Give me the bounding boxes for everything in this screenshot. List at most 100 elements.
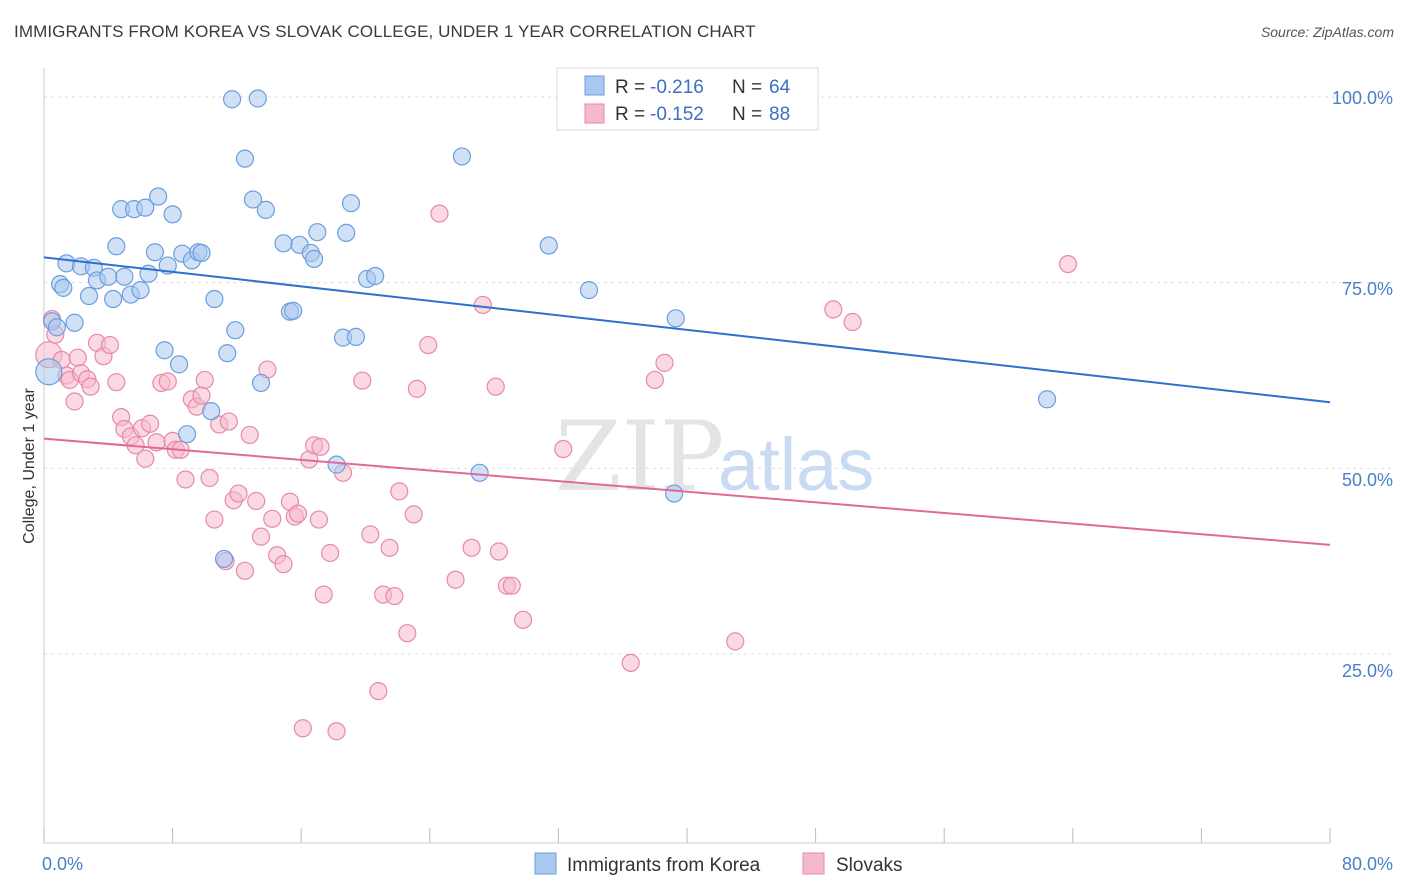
korea-point-12 [107, 237, 126, 256]
korea-point-33 [214, 549, 234, 569]
slovak-point-54 [309, 510, 328, 529]
slovak-point-74 [486, 377, 505, 396]
korea-point-63 [47, 318, 66, 337]
korea-trend-line [43, 256, 1331, 404]
korea-point-10 [99, 267, 118, 286]
chart-title: IMMIGRANTS FROM KOREA VS SLOVAK COLLEGE,… [14, 22, 756, 41]
slovak-point-28 [176, 470, 195, 489]
slovak-point-33 [200, 468, 219, 488]
korea-point-41 [256, 200, 275, 219]
legend-swatch-slovak [802, 852, 825, 875]
y-axis-label: College, Under 1 year [21, 388, 38, 544]
slovak-point-70 [430, 204, 449, 223]
slovak-point-67 [404, 505, 423, 524]
axes [43, 68, 1331, 844]
slovak-point-45 [263, 509, 282, 528]
slovak-point-20 [136, 449, 155, 468]
slovak-point-21 [140, 414, 160, 433]
slovak-point-42 [247, 491, 266, 511]
stats-legend-swatch-korea [584, 75, 605, 96]
slovak-point-39 [229, 484, 248, 503]
korea-point-25 [169, 355, 189, 374]
korea-point-0 [35, 358, 63, 386]
korea-point-42 [274, 234, 293, 253]
stats-n-value-slovak: 88 [769, 104, 790, 125]
y-tick-75: 75.0% [1342, 279, 1393, 299]
korea-point-5 [65, 313, 84, 332]
korea-point-35 [222, 90, 242, 109]
slovak-point-55 [314, 585, 333, 604]
korea-point-57 [470, 463, 489, 482]
stats-legend: R = -0.216 N = 64 R = -0.152 N = 88 [556, 67, 819, 131]
korea-point-27 [177, 425, 197, 444]
korea-point-36 [226, 321, 245, 340]
x-tick-max: 80.0% [1342, 854, 1393, 874]
slovak-point-85 [843, 312, 862, 332]
slovak-point-37 [219, 412, 238, 431]
slovak-point-14 [107, 373, 126, 392]
slovak-point-40 [235, 561, 255, 580]
slovak-point-66 [398, 624, 417, 643]
slovak-point-87 [311, 437, 330, 456]
slovak-point-78 [513, 610, 533, 629]
trend-lines [43, 256, 1331, 546]
source-note: Source: ZipAtlas.com [1260, 24, 1394, 40]
y-tick-100: 100.0% [1332, 88, 1393, 108]
korea-point-23 [158, 256, 177, 275]
korea-point-56 [452, 147, 472, 166]
slovak-point-79 [554, 439, 573, 459]
watermark-zip: ZIP [555, 401, 724, 513]
watermark-atlas: atlas [718, 423, 874, 506]
slovak-point-13 [100, 335, 120, 355]
stats-n-label-slovak: N = [732, 104, 762, 125]
slovak-point-69 [419, 335, 438, 355]
slovak-point-24 [158, 372, 177, 391]
legend-label-slovak: Slovaks [836, 855, 903, 876]
legend-label-korea: Immigrants from Korea [567, 855, 761, 876]
korea-point-39 [248, 89, 267, 108]
slovak-point-51 [293, 719, 312, 738]
stats-n-label-korea: N = [732, 77, 762, 98]
stats-r-label-korea: R = [615, 77, 645, 98]
korea-point-58 [539, 236, 558, 255]
stats-legend-swatch-slovak [584, 103, 605, 124]
series-legend: Immigrants from Korea Slovaks [534, 852, 903, 876]
slovak-point-65 [390, 482, 409, 501]
slovak-point-6 [65, 392, 84, 411]
korea-point-18 [136, 198, 155, 217]
slovak-point-31 [192, 386, 211, 405]
korea-point-51 [337, 223, 356, 243]
slovak-point-86 [1058, 255, 1078, 274]
korea-point-38 [243, 190, 263, 209]
slovak-point-43 [251, 527, 271, 546]
korea-point-47 [304, 249, 324, 269]
korea-point-60 [665, 484, 684, 503]
slovak-point-84 [824, 300, 843, 319]
korea-points [35, 89, 1057, 569]
korea-point-20 [145, 243, 165, 262]
korea-point-14 [115, 267, 134, 286]
korea-point-55 [366, 266, 385, 286]
korea-point-37 [235, 149, 255, 168]
slovak-point-57 [327, 722, 346, 741]
korea-point-3 [54, 278, 73, 297]
korea-point-40 [251, 373, 271, 393]
slovak-point-75 [489, 542, 509, 561]
slovak-point-32 [195, 370, 214, 390]
korea-point-49 [327, 455, 346, 474]
legend-swatch-korea [534, 852, 557, 875]
slovak-point-7 [68, 348, 87, 367]
slovak-point-72 [462, 538, 481, 557]
slovak-point-63 [380, 538, 399, 557]
slovak-point-68 [407, 379, 427, 398]
korea-point-31 [202, 402, 221, 421]
korea-point-11 [104, 289, 123, 309]
korea-point-32 [205, 289, 224, 309]
slovak-point-83 [726, 632, 745, 651]
korea-point-61 [666, 309, 685, 328]
slovak-point-73 [473, 295, 492, 315]
slovak-point-80 [621, 653, 640, 673]
slovak-point-82 [655, 353, 674, 372]
stats-r-value-slovak: -0.152 [650, 104, 704, 125]
